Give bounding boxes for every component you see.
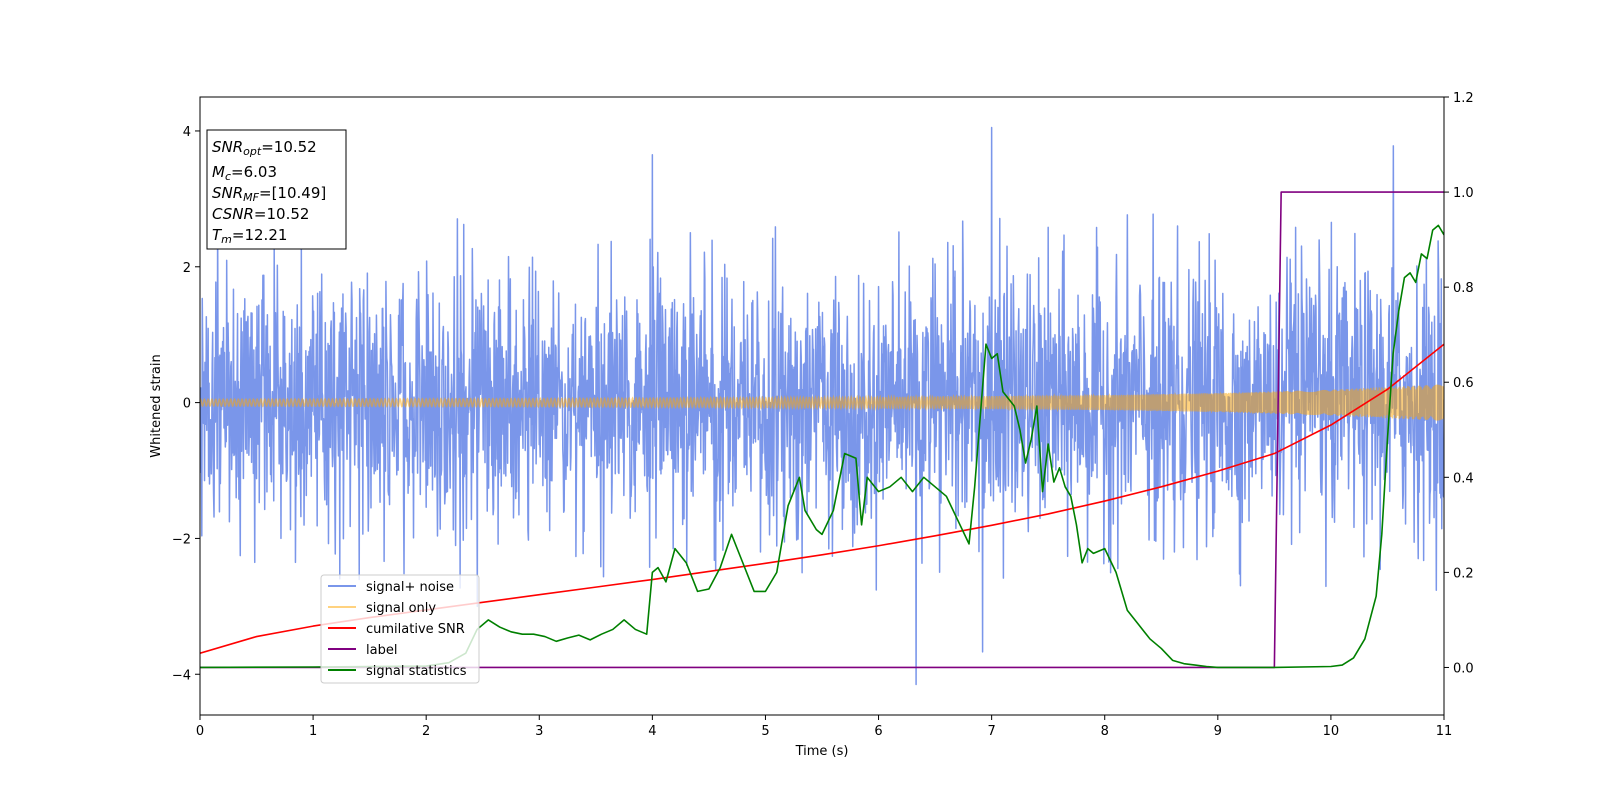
x-tick-label: 7: [987, 724, 995, 739]
legend-item: signal+ noise: [328, 580, 454, 595]
y-tick-label: −2: [172, 532, 191, 547]
legend-label: label: [366, 643, 397, 658]
series-signal-noise: [200, 126, 1444, 686]
y-tick-label: 2: [183, 261, 191, 276]
x-tick-label: 3: [535, 724, 543, 739]
x-tick-label: 2: [422, 724, 430, 739]
x-axis-label: Time (s): [795, 744, 849, 759]
series-label: [200, 191, 1444, 669]
y2-tick-label: 0.8: [1453, 281, 1474, 296]
x-tick-label: 11: [1436, 724, 1453, 739]
x-tick-label: 9: [1214, 724, 1222, 739]
x-tick-label: 5: [761, 724, 769, 739]
y2-tick-label: 0.2: [1453, 566, 1474, 581]
legend-label: signal statistics: [366, 664, 467, 679]
info-box-line: SNRMF=[10.49]: [212, 184, 326, 204]
legend-label: signal+ noise: [366, 580, 454, 595]
info-box-frame: [206, 129, 347, 250]
y2-tick-label: 0.0: [1453, 661, 1474, 676]
y-axis-right: 0.0 0.2 0.4 0.6 0.8 1.0 1.2: [1444, 91, 1474, 676]
x-axis: 0 1 2 3 4 5 6 7 8 9 10 11: [196, 715, 1452, 739]
legend-item: cumilative SNR: [328, 622, 465, 637]
info-box-line: CSNR=10.52: [212, 205, 309, 223]
legend-item: signal statistics: [328, 664, 467, 679]
info-box-line: Tm=12.21: [212, 226, 287, 246]
info-box-line: Mc=6.03: [212, 163, 277, 183]
legend-item: label: [328, 643, 397, 658]
y-tick-label: 0: [183, 397, 191, 412]
info-box-line: SNRopt=10.52: [212, 138, 317, 158]
y2-tick-label: 0.4: [1453, 471, 1474, 486]
legend-label: cumilative SNR: [366, 622, 465, 637]
legend-label: signal only: [366, 601, 436, 616]
y-axis-left: −4 −2 0 2 4: [172, 125, 200, 683]
x-tick-label: 10: [1323, 724, 1340, 739]
x-tick-label: 0: [196, 724, 204, 739]
y-tick-label: −4: [172, 668, 191, 683]
legend-item: signal only: [328, 601, 436, 616]
series-signal-only: [200, 384, 1444, 421]
y2-tick-label: 0.6: [1453, 376, 1474, 391]
x-tick-label: 4: [648, 724, 656, 739]
x-tick-label: 8: [1101, 724, 1109, 739]
axes-frame: [199, 96, 1445, 716]
metrics-info-box: SNRopt=10.52 Mc=6.03SNRMF=[10.49]CSNR=10.…: [206, 129, 347, 250]
legend: signal+ noise signal only cumilative SNR la…: [320, 574, 480, 684]
y2-tick-label: 1.2: [1453, 91, 1474, 106]
series-signal-statistics: [200, 224, 1444, 669]
y-tick-label: 4: [183, 125, 191, 140]
y2-tick-label: 1.0: [1453, 186, 1474, 201]
x-tick-label: 1: [309, 724, 317, 739]
x-tick-label: 6: [874, 724, 882, 739]
y-axis-label: Whitened strain: [149, 354, 164, 457]
legend-frame: [320, 574, 480, 684]
